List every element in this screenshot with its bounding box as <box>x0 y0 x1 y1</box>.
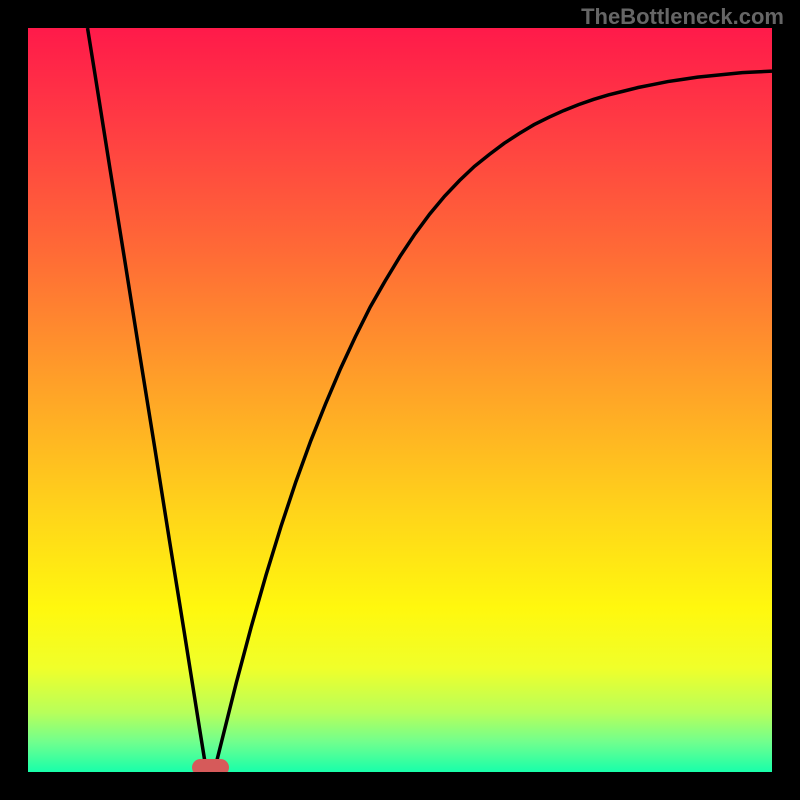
curve-path <box>88 28 772 772</box>
bottleneck-curve <box>28 28 772 772</box>
optimal-point-marker <box>192 759 229 772</box>
chart-plot-area <box>28 28 772 772</box>
watermark-text: TheBottleneck.com <box>581 4 784 30</box>
